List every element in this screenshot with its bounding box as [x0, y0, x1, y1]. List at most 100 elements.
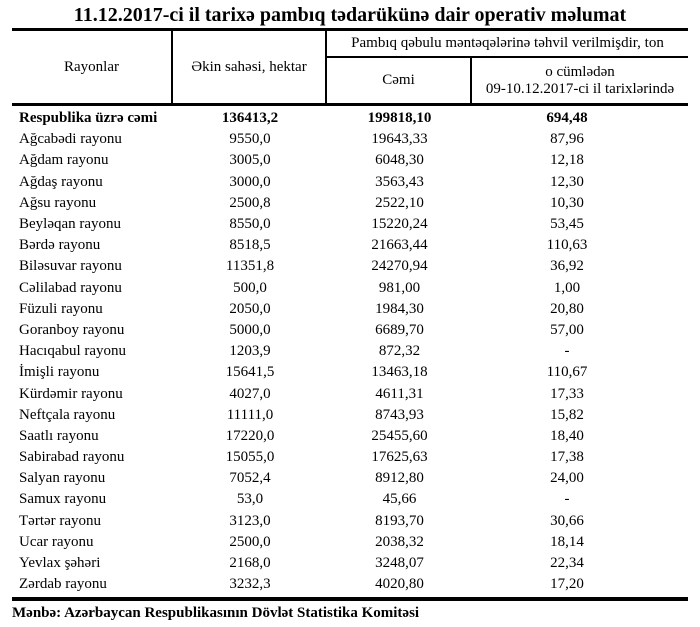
- cell-o-cumleden: 20,80: [550, 300, 584, 317]
- table-row: Saatlı rayonu 17220,0 25455,60 18,40: [12, 426, 688, 447]
- cell-ekin-sahesi: 8518,5: [229, 237, 271, 254]
- cell-rayon-name: Salyan rayonu: [19, 470, 106, 487]
- cell-ekin-sahesi: 4027,0: [229, 385, 271, 402]
- cell-cemi: 6689,70: [375, 321, 424, 338]
- cell-rayon-name: Goranboy rayonu: [19, 321, 125, 338]
- cell-o-cumleden: 57,00: [550, 321, 584, 338]
- cell-o-cumleden: 87,96: [550, 131, 584, 148]
- cell-rayon-name: Sabirabad rayonu: [19, 449, 125, 466]
- cell-o-cumleden: 18,14: [550, 533, 584, 550]
- table-row: Biləsuvar rayonu 11351,8 24270,94 36,92: [12, 256, 688, 277]
- cell-cemi: 17625,63: [371, 449, 428, 466]
- cell-ekin-sahesi: 3005,0: [229, 152, 271, 169]
- cell-cemi: 1984,30: [375, 300, 424, 317]
- cell-ekin-sahesi: 5000,0: [229, 321, 271, 338]
- table-row: Bərdə rayonu 8518,5 21663,44 110,63: [12, 235, 688, 256]
- cell-ekin-sahesi: 7052,4: [229, 470, 271, 487]
- table-row: Ağcabədi rayonu 9550,0 19643,33 87,96: [12, 129, 688, 150]
- cell-ekin-sahesi: 9550,0: [229, 131, 271, 148]
- cell-o-cumleden: 10,30: [550, 194, 584, 211]
- cell-rayon-name: Ağcabədi rayonu: [19, 131, 122, 148]
- cell-cemi: 199818,10: [367, 110, 432, 127]
- cell-cemi: 3248,07: [375, 555, 424, 572]
- table-row: Tərtər rayonu 3123,0 8193,70 30,66: [12, 511, 688, 532]
- cell-rayon-name: Samux rayonu: [19, 491, 107, 508]
- cell-ekin-sahesi: 3000,0: [229, 173, 271, 190]
- table-row: Ucar rayonu 2500,0 2038,32 18,14: [12, 532, 688, 553]
- cell-rayon-name: Respublika üzrə cəmi: [19, 110, 158, 127]
- cell-o-cumleden: 17,33: [550, 385, 584, 402]
- cell-cemi: 21663,44: [371, 237, 428, 254]
- cell-cemi: 4611,31: [375, 385, 424, 402]
- cell-cemi: 8912,80: [375, 470, 424, 487]
- cell-rayon-name: Hacıqabul rayonu: [19, 343, 127, 360]
- header-cemi: Cəmi: [327, 58, 472, 103]
- cell-ekin-sahesi: 8550,0: [229, 216, 271, 233]
- header-ekin-sahesi: Əkin sahəsi, hektar: [173, 31, 327, 103]
- cell-o-cumleden: 18,40: [550, 427, 584, 444]
- table-row: Samux rayonu 53,0 45,66 -: [12, 489, 688, 510]
- cell-rayon-name: Ağsu rayonu: [19, 194, 97, 211]
- cell-o-cumleden: 12,18: [550, 152, 584, 169]
- cell-rayon-name: Bərdə rayonu: [19, 237, 101, 254]
- cell-ekin-sahesi: 136413,2: [221, 110, 279, 127]
- cell-cemi: 25455,60: [371, 427, 428, 444]
- cell-ekin-sahesi: 53,0: [236, 491, 264, 508]
- cell-cemi: 45,66: [382, 491, 417, 508]
- cell-o-cumleden: 30,66: [550, 512, 584, 529]
- table-row: Respublika üzrə cəmi 136413,2 199818,10 …: [12, 108, 688, 129]
- cell-ekin-sahesi: 2050,0: [229, 300, 271, 317]
- cell-o-cumleden: 1,00: [553, 279, 581, 296]
- cell-cemi: 15220,24: [371, 216, 428, 233]
- cell-ekin-sahesi: 500,0: [233, 279, 267, 296]
- table-row: Cəlilabad rayonu 500,0 981,00 1,00: [12, 278, 688, 299]
- cell-cemi: 8743,93: [375, 406, 424, 423]
- cell-o-cumleden: 17,20: [550, 576, 584, 593]
- cell-o-cumleden: 694,48: [546, 110, 588, 127]
- table-row: Sabirabad rayonu 15055,0 17625,63 17,38: [12, 447, 688, 468]
- table-row: Ağsu rayonu 2500,8 2522,10 10,30: [12, 193, 688, 214]
- cell-o-cumleden: -: [564, 491, 570, 508]
- cell-rayon-name: Zərdab rayonu: [19, 576, 107, 593]
- cell-ekin-sahesi: 2500,8: [229, 194, 271, 211]
- table-row: Ağdaş rayonu 3000,0 3563,43 12,30: [12, 172, 688, 193]
- cell-rayon-name: Yevlax şəhəri: [19, 555, 101, 572]
- table-row: Salyan rayonu 7052,4 8912,80 24,00: [12, 468, 688, 489]
- cell-ekin-sahesi: 17220,0: [225, 427, 275, 444]
- cell-o-cumleden: 15,82: [550, 406, 584, 423]
- table-row: Zərdab rayonu 3232,3 4020,80 17,20: [12, 574, 688, 595]
- cell-cemi: 19643,33: [371, 131, 428, 148]
- header-group-pambiq-qebulu: Pambıq qəbulu məntəqələrinə təhvil veril…: [327, 31, 688, 58]
- header-o-cumleden-line1: o cümlədən: [545, 63, 615, 80]
- cell-cemi: 872,32: [378, 343, 421, 360]
- document-title: 11.12.2017-ci il tarixə pambıq tədarükün…: [73, 4, 627, 26]
- cell-ekin-sahesi: 1203,9: [229, 343, 271, 360]
- cell-ekin-sahesi: 2500,0: [229, 533, 271, 550]
- table-row: Kürdəmir rayonu 4027,0 4611,31 17,33: [12, 383, 688, 404]
- cell-cemi: 2522,10: [375, 194, 424, 211]
- cell-o-cumleden: 110,67: [546, 364, 588, 381]
- cell-cemi: 13463,18: [371, 364, 428, 381]
- cell-cemi: 6048,30: [375, 152, 424, 169]
- cell-cemi: 4020,80: [375, 576, 424, 593]
- cell-rayon-name: Ağdam rayonu: [19, 152, 109, 169]
- header-o-cumleden: o cümlədən 09-10.12.2017-ci il tarixləri…: [472, 58, 688, 103]
- cell-ekin-sahesi: 15055,0: [225, 449, 275, 466]
- table-row: İmişli rayonu 15641,5 13463,18 110,67: [12, 362, 688, 383]
- cell-cemi: 8193,70: [375, 512, 424, 529]
- cell-o-cumleden: 36,92: [550, 258, 584, 275]
- cell-cemi: 2038,32: [375, 533, 424, 550]
- cell-ekin-sahesi: 2168,0: [229, 555, 271, 572]
- cell-rayon-name: Beyləqan rayonu: [19, 216, 122, 233]
- table-body: Respublika üzrə cəmi 136413,2 199818,10 …: [12, 106, 688, 602]
- cell-ekin-sahesi: 15641,5: [225, 364, 275, 381]
- cell-o-cumleden: 22,34: [550, 555, 584, 572]
- cell-rayon-name: Biləsuvar rayonu: [19, 258, 122, 275]
- cell-o-cumleden: 12,30: [550, 173, 584, 190]
- table-row: Yevlax şəhəri 2168,0 3248,07 22,34: [12, 553, 688, 574]
- table-row: Füzuli rayonu 2050,0 1984,30 20,80: [12, 299, 688, 320]
- cell-o-cumleden: 53,45: [550, 216, 584, 233]
- source-note: Mənbə: Azərbaycan Respublikasının Dövlət…: [12, 605, 420, 622]
- cell-o-cumleden: 110,63: [546, 237, 588, 254]
